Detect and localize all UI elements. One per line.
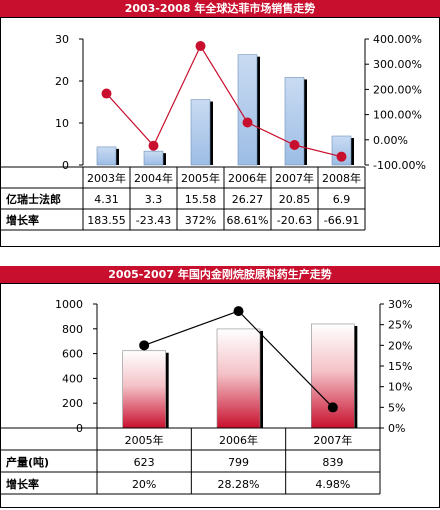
chart1-table-cell: 15.58 [185, 193, 217, 206]
chart2-left-tick-label: 200 [62, 397, 83, 410]
chart2-growth-point [327, 402, 338, 413]
chart1-left-tick-label: 10 [55, 117, 69, 130]
chart1-bar [284, 77, 305, 166]
chart2-category-label: 2005年 [125, 433, 164, 447]
chart2-left-tick-label: 1000 [55, 298, 83, 311]
chart1-table-cell: 372% [185, 214, 216, 227]
chart1-growth-point [336, 151, 347, 162]
chart1-table-cell: 26.27 [232, 193, 264, 206]
chart1-table-cell: -23.43 [136, 214, 171, 227]
chart1-left-tick-label: 30 [55, 33, 69, 46]
chart1-table-cell: 6.9 [333, 193, 351, 206]
chart2-left-tick-label: 800 [62, 323, 83, 336]
chart2-right-tick-label: 0% [388, 422, 405, 435]
chart1-left-tick-label: 0 [62, 159, 69, 172]
chart2-table-cell: 28.28% [218, 478, 260, 491]
chart1-table-cell: 68.61% [227, 214, 269, 227]
chart1-svg: 0 10 20 30 -100.00% 0.00% 100.00% 200.00% 300.00… [0, 17, 440, 247]
chart1-frame [0, 17, 440, 247]
chart2-table-cell: 799 [228, 456, 249, 469]
chart2-right-tick-label: 25% [388, 319, 412, 332]
chart2-right-tick-label: 15% [388, 360, 412, 373]
chart2-svg: 020040060080010000%5%10%15%20%25%30%2005… [0, 283, 440, 508]
chart1-growth-line [106, 44, 342, 158]
chart2-table-cell: 623 [134, 456, 155, 469]
chart1-right-tick-label: 400.00% [373, 33, 422, 46]
chart1-growth-point [195, 41, 206, 52]
chart2-table-cell: 20% [132, 478, 156, 491]
chart1-category-label: 2006年 [228, 171, 267, 185]
chart2-right-tick-label: 30% [388, 298, 412, 311]
chart1-table-cell: 183.55 [87, 214, 126, 227]
chart2-growth-point [233, 306, 244, 317]
chart1-table-cell: -66.91 [324, 214, 359, 227]
chart1-growth-point [242, 117, 253, 128]
chart2-right-tick-label: 10% [388, 381, 412, 394]
chart1-left-tick-label: 20 [55, 75, 69, 88]
chart1-bar [237, 54, 258, 166]
chart1-table-cell: -20.63 [277, 214, 312, 227]
chart2-left-tick-label: 600 [62, 348, 83, 361]
chart1-table-cell: 20.85 [279, 193, 311, 206]
chart2-bar [216, 328, 261, 429]
chart1-right-tick-label: 0.00% [373, 134, 408, 147]
chart1-row-label: 增长率 [6, 213, 39, 227]
chart2-title: 2005-2007 年国内金刚烷胺原料药生产走势 [0, 266, 440, 283]
chart1-title: 2003-2008 年全球达菲市场销售走势 [0, 0, 440, 17]
chart1-panel: 0 10 20 30 -100.00% 0.00% 100.00% 200.00% 300.00… [0, 17, 440, 247]
chart1-category-label: 2007年 [275, 171, 314, 185]
chart1-category-label: 2005年 [181, 171, 220, 185]
chart2-row-label: 增长率 [6, 477, 39, 491]
chart1-table-cell: 4.31 [94, 193, 119, 206]
chart1-table-cell: 3.3 [145, 193, 163, 206]
chart1-bar [96, 146, 117, 166]
chart1-growth-point [101, 88, 112, 99]
chart1-right-tick-label: -100.00% [373, 159, 426, 172]
chart2-right-tick-label: 20% [388, 339, 412, 352]
chart1-bar [190, 99, 211, 166]
chart1-right-tick-label: 100.00% [373, 109, 422, 122]
chart2-panel: 020040060080010000%5%10%15%20%25%30%2005… [0, 283, 440, 508]
chart1-right-tick-label: 300.00% [373, 58, 422, 71]
chart2-table-cell: 4.98% [315, 478, 350, 491]
chart1-category-label: 2004年 [134, 171, 173, 185]
chart2-category-label: 2006年 [219, 433, 258, 447]
chart1-row-label: 亿瑞士法郎 [6, 192, 61, 206]
chart1-bar [143, 150, 164, 166]
chart2-table-cell: 839 [322, 456, 343, 469]
chart2-bar [122, 350, 166, 429]
chart1-growth-point [148, 140, 159, 151]
chart2-growth-point [139, 340, 150, 351]
chart2-category-label: 2007年 [313, 433, 352, 447]
chart1-category-label: 2008年 [322, 171, 361, 185]
chart1-growth-point [289, 139, 300, 150]
chart2-left-tick-label: 400 [62, 372, 83, 385]
chart1-right-tick-label: 200.00% [373, 83, 422, 96]
chart2-row-label: 产量(吨) [6, 455, 49, 469]
chart1-category-label: 2003年 [87, 171, 126, 185]
chart2-right-tick-label: 5% [388, 401, 405, 414]
